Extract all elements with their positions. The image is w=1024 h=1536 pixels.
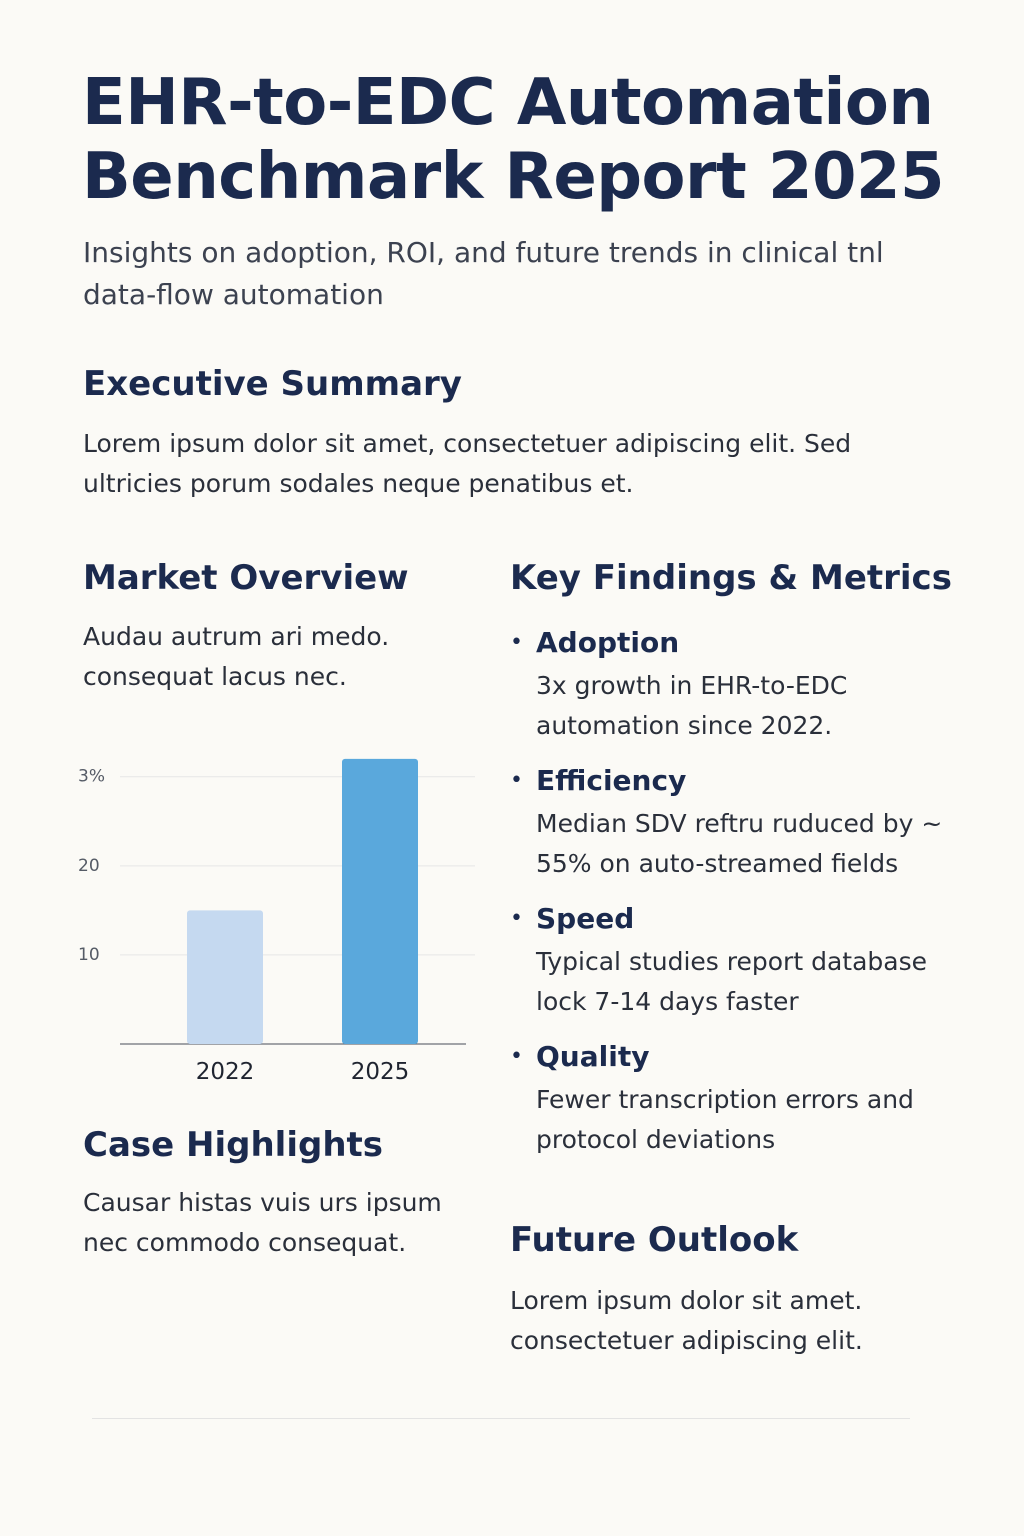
- future-outlook-text: Lorem ipsum dolor sit amet. consectetuer…: [510, 1286, 863, 1355]
- x-tick-label: 2025: [351, 1059, 410, 1085]
- case-highlights-heading: Case Highlights: [83, 1125, 384, 1165]
- finding-text: Fewer transcription errors and protocol …: [536, 1085, 914, 1154]
- market-bar-chart: 10 20 3% 2022 2025: [78, 758, 475, 1085]
- finding-efficiency: • Efficiency Median SDV reftru ruduced b…: [510, 760, 950, 884]
- bullet-icon: •: [510, 768, 523, 793]
- executive-summary-text: Lorem ipsum dolor sit amet, consectetuer…: [83, 429, 852, 498]
- finding-adoption: • Adoption 3x growth in EHR-to-EDC autom…: [510, 622, 950, 746]
- report-subtitle: Insights on adoption, ROI, and future tr…: [83, 236, 884, 311]
- y-tick-label: 10: [78, 945, 100, 965]
- bullet-icon: •: [510, 630, 523, 655]
- finding-title: Speed: [536, 902, 635, 935]
- future-outlook-heading: Future Outlook: [510, 1220, 799, 1260]
- executive-summary-heading: Executive Summary: [83, 364, 462, 404]
- finding-speed: • Speed Typical studies report database …: [510, 898, 950, 1022]
- finding-title: Efficiency: [536, 764, 687, 797]
- finding-title: Quality: [536, 1040, 650, 1073]
- bar-2022: [187, 910, 263, 1044]
- report-title: EHR-to-EDC Automation Benchmark Report 2…: [82, 66, 945, 214]
- case-highlights-text: Causar histas vuis urs ipsum nec commodo…: [83, 1188, 442, 1257]
- key-findings-list: • Adoption 3x growth in EHR-to-EDC autom…: [510, 622, 950, 1174]
- x-tick-label: 2022: [196, 1059, 255, 1085]
- finding-quality: • Quality Fewer transcription errors and…: [510, 1036, 950, 1160]
- bullet-icon: •: [510, 1044, 523, 1069]
- footer-divider: [92, 1418, 910, 1419]
- finding-text: Typical studies report database lock 7-1…: [536, 947, 927, 1016]
- finding-title: Adoption: [536, 626, 680, 659]
- finding-text: 3x growth in EHR-to-EDC automation since…: [536, 671, 848, 740]
- market-overview-text: Audau autrum ari medo. consequat lacus n…: [83, 622, 390, 691]
- market-overview-heading: Market Overview: [83, 558, 409, 598]
- bar-2025: [342, 758, 418, 1044]
- finding-text: Median SDV reftru ruduced by ~ 55% on au…: [536, 809, 943, 878]
- y-tick-label: 3%: [78, 767, 105, 787]
- bullet-icon: •: [510, 906, 523, 931]
- y-tick-label: 20: [78, 856, 100, 876]
- key-findings-heading: Key Findings & Metrics: [510, 558, 952, 598]
